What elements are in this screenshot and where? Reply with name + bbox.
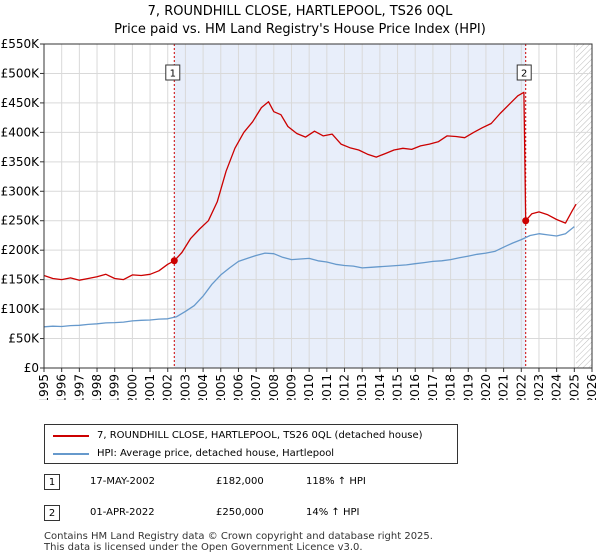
x-tick-label: 2016 xyxy=(408,374,422,400)
footer-copyright: Contains HM Land Registry data © Crown c… xyxy=(44,531,433,542)
x-tick-label: 2007 xyxy=(249,374,263,400)
y-tick-label: £100K xyxy=(1,302,41,316)
x-tick-label: 1997 xyxy=(72,374,86,400)
transaction-row: 2 01-APR-2022 £250,000 14% ↑ HPI xyxy=(44,505,464,525)
x-tick-label: 2004 xyxy=(196,374,210,400)
sale-point xyxy=(522,217,530,225)
ownership-shade xyxy=(174,44,526,368)
price-chart: 1 2 £0 £50K £100K £150K £200K £250K £300K £350K £4… xyxy=(1,37,599,400)
y-tick-label: £200K xyxy=(1,243,41,257)
x-tick-label: 2005 xyxy=(214,374,228,400)
hpi-line xyxy=(43,226,575,328)
x-tick-label: 1996 xyxy=(55,374,69,400)
y-tick-label: £0 xyxy=(24,361,39,375)
x-tick-label: 2003 xyxy=(178,374,192,400)
x-tick-label: 2006 xyxy=(231,374,245,400)
x-tick-label: 2012 xyxy=(338,374,352,400)
legend-label-property: 7, ROUNDHILL CLOSE, HARTLEPOOL, TS26 0QL… xyxy=(97,430,423,441)
y-tick-label: £50K xyxy=(8,332,40,346)
x-tick-label: 2008 xyxy=(267,374,281,400)
transaction-hpi-change: 14% ↑ HPI xyxy=(306,507,360,518)
x-tick-label: 2002 xyxy=(161,374,175,400)
transaction-number-box: 2 xyxy=(44,505,60,521)
y-tick-label: £250K xyxy=(1,214,41,228)
transaction-price: £250,000 xyxy=(216,507,264,518)
legend: 7, ROUNDHILL CLOSE, HARTLEPOOL, TS26 0QL… xyxy=(44,424,458,464)
transaction-number-box: 1 xyxy=(44,474,60,490)
x-tick-label: 1999 xyxy=(108,374,122,400)
y-tick-label: £300K xyxy=(1,184,41,198)
x-tick-label: 1998 xyxy=(90,374,104,400)
x-tick-label: 2014 xyxy=(373,374,387,400)
x-tick-label: 2009 xyxy=(284,374,298,400)
legend-swatch-property xyxy=(53,435,89,437)
x-tick-label: 2011 xyxy=(320,374,334,400)
chart-title-line1: 7, ROUNDHILL CLOSE, HARTLEPOOL, TS26 0QL xyxy=(147,4,453,19)
transaction-hpi-change: 118% ↑ HPI xyxy=(306,476,366,487)
sale-marker-label: 2 xyxy=(521,69,527,80)
x-tick-label: 2021 xyxy=(497,374,511,400)
y-tick-label: £150K xyxy=(1,273,41,287)
x-tick-label: 2018 xyxy=(444,374,458,400)
forecast-hatch xyxy=(576,44,592,368)
footer: Contains HM Land Registry data © Crown c… xyxy=(44,531,433,553)
x-tick-label: 2010 xyxy=(302,374,316,400)
sale-marker-box xyxy=(165,64,181,81)
y-tick-label: £400K xyxy=(1,125,41,139)
footer-licence: This data is licensed under the Open Gov… xyxy=(44,542,363,553)
x-tick-label: 2013 xyxy=(355,374,369,400)
y-tick-label: £550K xyxy=(1,37,41,51)
y-tick-label: £350K xyxy=(1,155,41,169)
legend-label-hpi: HPI: Average price, detached house, Hart… xyxy=(97,448,335,459)
sale-point xyxy=(170,257,178,265)
x-tick-label: 2026 xyxy=(585,374,599,400)
transaction-date: 17-MAY-2002 xyxy=(90,476,156,487)
transaction-date: 01-APR-2022 xyxy=(90,507,155,518)
x-tick-label: 2017 xyxy=(426,374,440,400)
legend-swatch-hpi xyxy=(53,453,89,455)
y-tick-label: £450K xyxy=(1,96,41,110)
plot-frame xyxy=(43,43,593,369)
chart-title-line2: Price paid vs. HM Land Registry's House … xyxy=(114,22,486,37)
x-tick-label: 2019 xyxy=(461,374,475,400)
legend-item-property: 7, ROUNDHILL CLOSE, HARTLEPOOL, TS26 0QL… xyxy=(45,427,457,445)
x-tick-label: 2023 xyxy=(532,374,546,400)
y-tick-label: £500K xyxy=(1,66,41,80)
x-tick-label: 2015 xyxy=(391,374,405,400)
x-tick-label: 2025 xyxy=(567,374,581,400)
x-tick-label: 2020 xyxy=(479,374,493,400)
legend-item-hpi: HPI: Average price, detached house, Hart… xyxy=(45,445,457,463)
transaction-price: £182,000 xyxy=(216,476,264,487)
x-tick-label: 1995 xyxy=(37,374,51,400)
x-tick-label: 2024 xyxy=(550,374,564,400)
sale-marker-box xyxy=(516,64,532,81)
x-tick-label: 2022 xyxy=(514,374,528,400)
transaction-row: 1 17-MAY-2002 £182,000 118% ↑ HPI xyxy=(44,474,464,494)
property-price-line xyxy=(43,91,577,281)
x-tick-label: 2001 xyxy=(143,374,157,400)
x-tick-label: 2000 xyxy=(125,374,139,400)
sale-marker-label: 1 xyxy=(170,69,176,80)
